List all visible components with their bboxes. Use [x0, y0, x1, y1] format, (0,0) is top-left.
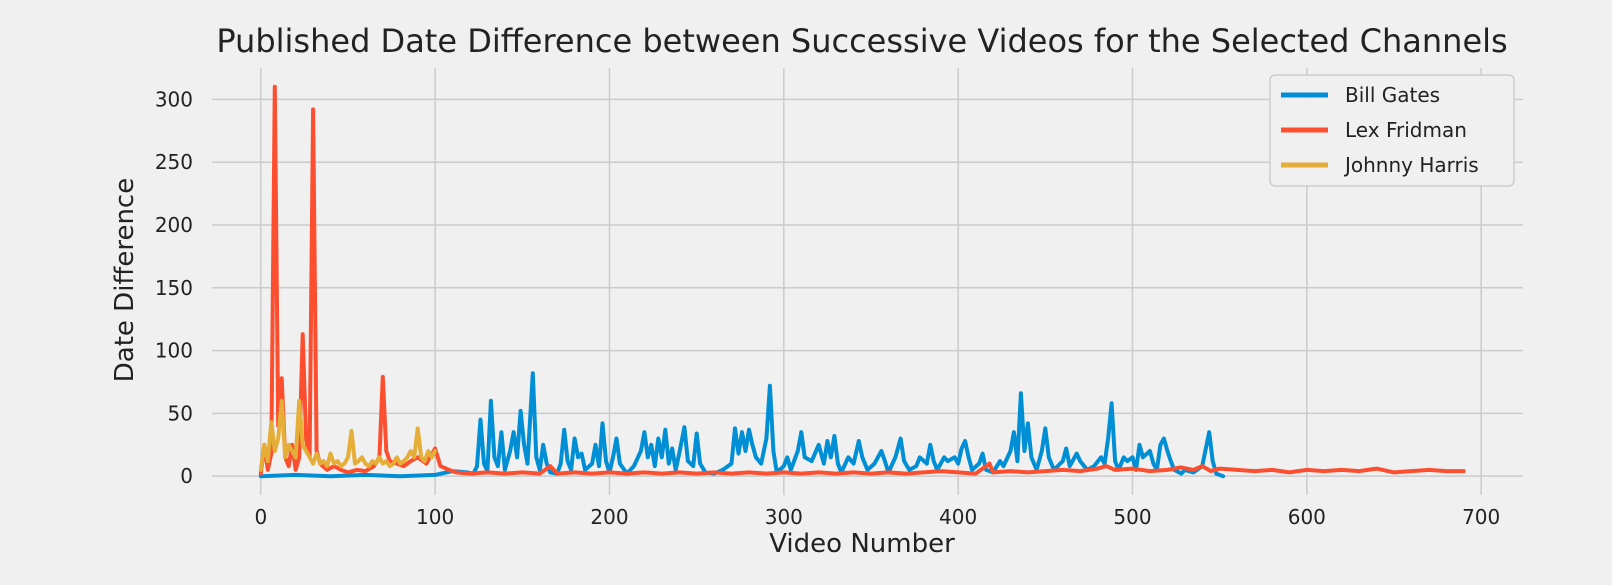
y-tick-label: 0: [180, 464, 193, 488]
series-line-johnny-harris: [258, 398, 438, 472]
legend-box: [1269, 74, 1515, 187]
legend-label: Johnny Harris: [1343, 153, 1479, 177]
legend-label: Lex Fridman: [1345, 118, 1467, 142]
series-layer: [258, 84, 1466, 479]
legend-label: Bill Gates: [1345, 83, 1440, 107]
y-tick-label: 200: [155, 213, 193, 237]
series-line-bill-gates: [258, 371, 1226, 479]
legend: Bill Gates Lex Fridman Johnny Harris: [1269, 74, 1515, 187]
x-tick-label: 0: [254, 505, 267, 529]
y-tick-label: 150: [155, 276, 193, 300]
y-tick-label: 100: [155, 339, 193, 363]
x-axis-label: Video Number: [769, 529, 955, 559]
tick-labels: 0 100 200 300 400 500 600 700 0 50 100 150 200 250 300: [155, 87, 1500, 529]
x-tick-label: 700: [1462, 505, 1500, 529]
x-tick-label: 400: [939, 505, 977, 529]
x-tick-label: 100: [416, 505, 454, 529]
y-tick-label: 250: [155, 150, 193, 174]
x-tick-label: 500: [1113, 505, 1151, 529]
x-tick-label: 300: [765, 505, 803, 529]
chart-title: Published Date Difference between Succes…: [216, 22, 1507, 60]
y-tick-label: 50: [168, 401, 193, 425]
x-tick-label: 600: [1288, 505, 1326, 529]
x-tick-label: 200: [590, 505, 628, 529]
y-tick-label: 300: [155, 87, 193, 111]
y-axis-label: Date Difference: [110, 178, 140, 382]
